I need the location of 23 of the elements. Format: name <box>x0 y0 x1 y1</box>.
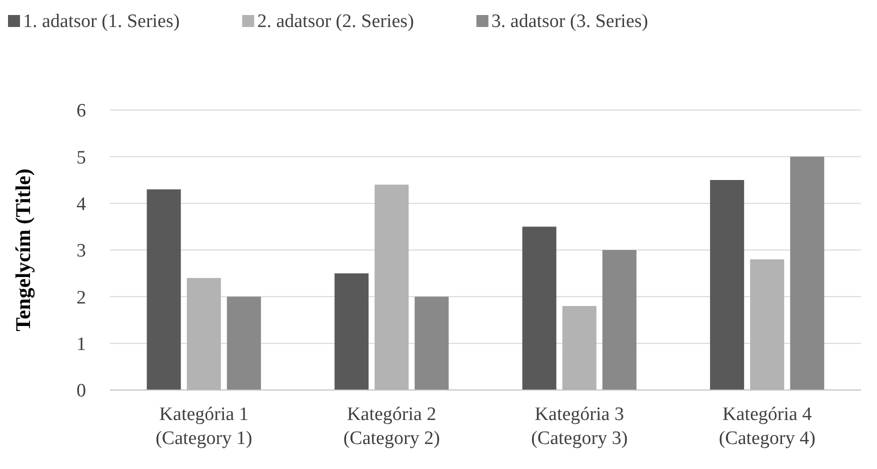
x-tick-label: Kategória 3 (Category 3) <box>531 404 628 449</box>
y-tick-label: 4 <box>76 194 86 215</box>
legend-label: 2. adatsor (2. Series) <box>257 11 414 32</box>
bar <box>790 156 824 390</box>
y-tick-label: 2 <box>76 287 86 308</box>
y-axis-title: Tengelycím (Title) <box>11 168 35 332</box>
y-tick-label: 5 <box>76 147 86 168</box>
x-tick-label: Kategória 1 (Category 1) <box>156 404 252 449</box>
bar <box>710 180 744 390</box>
y-tick-label: 3 <box>76 240 86 262</box>
legend-label: 3. adatsor (3. Series) <box>491 11 648 32</box>
y-tick-label: 6 <box>76 100 86 122</box>
bar <box>146 189 181 390</box>
bar <box>602 250 636 390</box>
x-tick-label: Kategória 4 (Category 4) <box>718 404 816 449</box>
y-tick-label: 0 <box>76 380 86 402</box>
x-tick-label: Kategória 2 (Category 2) <box>343 404 440 449</box>
bar <box>414 296 449 390</box>
bar <box>226 296 261 390</box>
bar <box>522 226 556 390</box>
y-tick-label: 1 <box>76 334 86 355</box>
legend-label: 1. adatsor (1. Series) <box>23 11 180 32</box>
bar <box>334 273 369 390</box>
